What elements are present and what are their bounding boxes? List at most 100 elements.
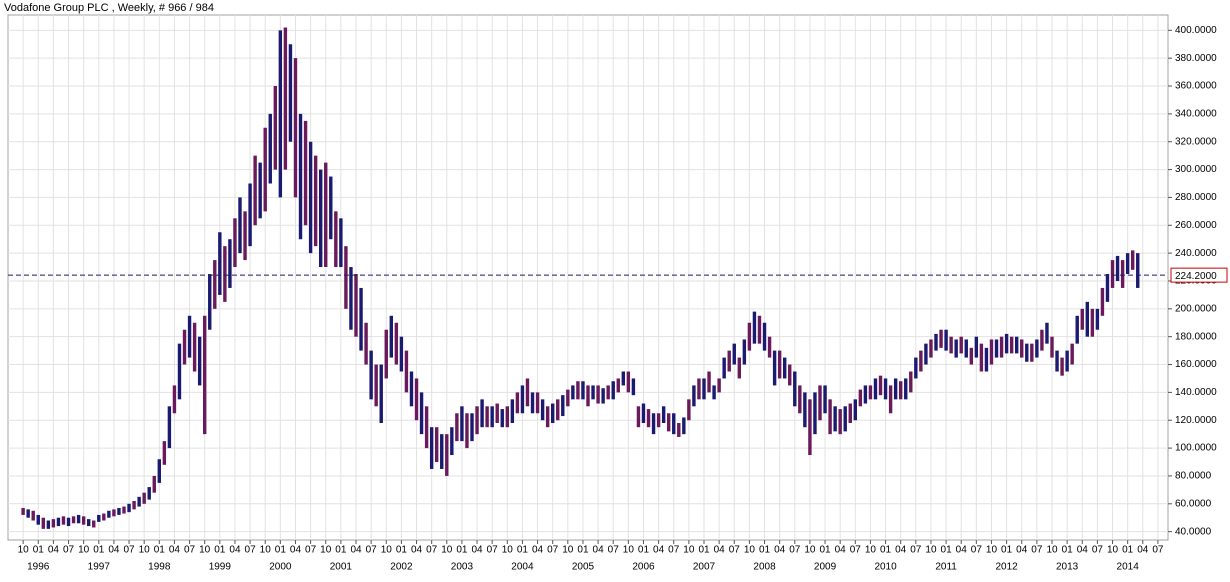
year-label: 1996: [27, 562, 50, 573]
x-tick-label: 04: [229, 545, 241, 556]
year-label: 1998: [148, 562, 171, 573]
x-tick-label: 07: [184, 545, 196, 556]
x-tick-label: 10: [260, 545, 272, 556]
x-tick-label: 07: [1031, 545, 1043, 556]
plot-area: [7, 14, 1169, 541]
x-tick-label: 01: [1122, 545, 1134, 556]
x-tick-label: 01: [819, 545, 831, 556]
x-tick-label: 04: [774, 545, 786, 556]
y-tick-label: 100.0000: [1175, 443, 1217, 454]
x-tick-label: 01: [517, 545, 529, 556]
y-tick-label: 280.0000: [1175, 192, 1217, 203]
x-tick-label: 07: [729, 545, 741, 556]
x-tick-label: 07: [910, 545, 922, 556]
x-tick-label: 04: [956, 545, 968, 556]
year-label: 2001: [330, 562, 353, 573]
year-label: 2014: [1117, 562, 1140, 573]
year-label: 2012: [995, 562, 1018, 573]
x-tick-label: 04: [48, 545, 60, 556]
y-tick-label: 120.0000: [1175, 415, 1217, 426]
x-tick-label: 10: [1107, 545, 1119, 556]
x-tick-label: 04: [895, 545, 907, 556]
x-tick-label: 04: [714, 545, 726, 556]
year-label: 1999: [209, 562, 232, 573]
x-tick-label: 01: [880, 545, 892, 556]
x-tick-label: 10: [562, 545, 574, 556]
x-tick-label: 01: [335, 545, 347, 556]
y-tick-label: 380.0000: [1175, 53, 1217, 64]
x-tick-label: 04: [169, 545, 181, 556]
y-tick-label: 60.0000: [1175, 498, 1212, 509]
x-tick-label: 10: [199, 545, 211, 556]
x-tick-label: 01: [638, 545, 650, 556]
x-tick-label: 01: [214, 545, 226, 556]
y-tick-label: 400.0000: [1175, 25, 1217, 36]
x-tick-label: 04: [593, 545, 605, 556]
year-label: 2013: [1056, 562, 1079, 573]
x-tick-label: 07: [426, 545, 438, 556]
year-label: 2006: [632, 562, 655, 573]
x-tick-label: 04: [653, 545, 665, 556]
year-label: 2007: [693, 562, 716, 573]
x-tick-label: 10: [744, 545, 756, 556]
x-tick-label: 04: [290, 545, 302, 556]
x-tick-label: 10: [925, 545, 937, 556]
y-tick-label: 160.0000: [1175, 359, 1217, 370]
year-label: 2003: [451, 562, 474, 573]
x-tick-label: 10: [18, 545, 30, 556]
year-label: 2002: [390, 562, 413, 573]
x-tick-label: 10: [804, 545, 816, 556]
x-tick-label: 07: [608, 545, 620, 556]
y-tick-label: 300.0000: [1175, 164, 1217, 175]
x-tick-label: 07: [1092, 545, 1104, 556]
x-tick-label: 01: [577, 545, 589, 556]
x-tick-label: 04: [1016, 545, 1028, 556]
x-tick-label: 10: [623, 545, 635, 556]
x-tick-label: 07: [789, 545, 801, 556]
y-tick-label: 200.0000: [1175, 303, 1217, 314]
year-label: 2008: [753, 562, 776, 573]
last-price-box: [1170, 267, 1228, 283]
last-price-label: 224.2000: [1175, 271, 1217, 282]
x-tick-label: 10: [1046, 545, 1058, 556]
x-tick-label: 01: [759, 545, 771, 556]
x-tick-label: 01: [154, 545, 166, 556]
x-tick-label: 07: [547, 545, 559, 556]
x-tick-label: 07: [63, 545, 75, 556]
y-tick-label: 360.0000: [1175, 81, 1217, 92]
y-tick-label: 40.0000: [1175, 526, 1212, 537]
x-tick-label: 07: [971, 545, 983, 556]
x-tick-label: 01: [1001, 545, 1013, 556]
x-tick-label: 01: [698, 545, 710, 556]
x-tick-label: 04: [532, 545, 544, 556]
x-tick-label: 10: [986, 545, 998, 556]
x-tick-label: 04: [411, 545, 423, 556]
year-label: 2004: [511, 562, 534, 573]
x-tick-label: 04: [1137, 545, 1149, 556]
x-tick-label: 10: [320, 545, 332, 556]
y-tick-label: 140.0000: [1175, 387, 1217, 398]
x-tick-label: 07: [123, 545, 135, 556]
chart-title: Vodafone Group PLC , Weekly, # 966 / 984: [4, 2, 214, 14]
x-tick-label: 01: [941, 545, 953, 556]
x-tick-label: 07: [366, 545, 378, 556]
x-tick-label: 01: [93, 545, 105, 556]
x-tick-label: 07: [487, 545, 499, 556]
x-tick-label: 04: [835, 545, 847, 556]
x-tick-label: 01: [456, 545, 468, 556]
y-tick-label: 320.0000: [1175, 136, 1217, 147]
x-tick-label: 01: [275, 545, 287, 556]
year-label: 2005: [572, 562, 595, 573]
x-tick-label: 07: [850, 545, 862, 556]
x-tick-label: 07: [245, 545, 257, 556]
y-tick-label: 80.0000: [1175, 471, 1212, 482]
year-label: 2000: [269, 562, 292, 573]
x-tick-label: 10: [683, 545, 695, 556]
x-tick-label: 10: [502, 545, 514, 556]
y-tick-label: 240.0000: [1175, 248, 1217, 259]
x-tick-label: 10: [865, 545, 877, 556]
x-tick-label: 07: [1152, 545, 1164, 556]
x-tick-label: 07: [668, 545, 680, 556]
x-tick-label: 01: [396, 545, 408, 556]
